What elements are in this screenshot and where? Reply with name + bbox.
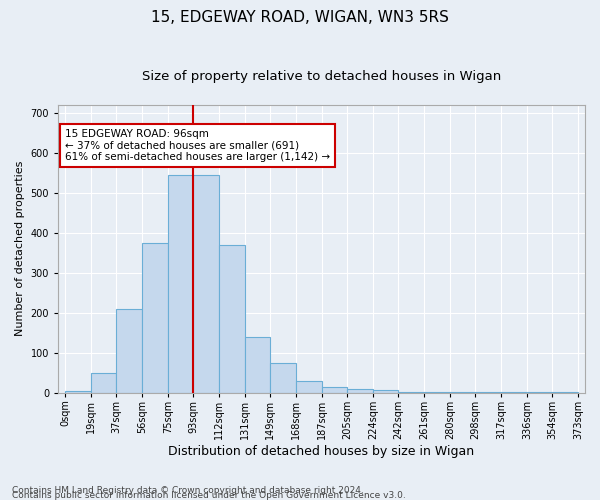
Title: Size of property relative to detached houses in Wigan: Size of property relative to detached ho… — [142, 70, 501, 83]
Bar — [193, 175, 219, 392]
Bar — [373, 390, 398, 392]
Bar — [270, 362, 296, 392]
Bar — [245, 336, 270, 392]
Bar — [142, 243, 168, 392]
Bar — [219, 245, 245, 392]
Bar — [347, 388, 373, 392]
Bar — [322, 386, 347, 392]
Bar — [65, 390, 91, 392]
Text: 15 EDGEWAY ROAD: 96sqm
← 37% of detached houses are smaller (691)
61% of semi-de: 15 EDGEWAY ROAD: 96sqm ← 37% of detached… — [65, 129, 330, 162]
Bar — [296, 380, 322, 392]
Y-axis label: Number of detached properties: Number of detached properties — [15, 161, 25, 336]
Bar — [116, 308, 142, 392]
Text: Contains public sector information licensed under the Open Government Licence v3: Contains public sector information licen… — [12, 491, 406, 500]
Bar — [91, 372, 116, 392]
Text: 15, EDGEWAY ROAD, WIGAN, WN3 5RS: 15, EDGEWAY ROAD, WIGAN, WN3 5RS — [151, 10, 449, 25]
X-axis label: Distribution of detached houses by size in Wigan: Distribution of detached houses by size … — [169, 444, 475, 458]
Text: Contains HM Land Registry data © Crown copyright and database right 2024.: Contains HM Land Registry data © Crown c… — [12, 486, 364, 495]
Bar — [168, 175, 193, 392]
